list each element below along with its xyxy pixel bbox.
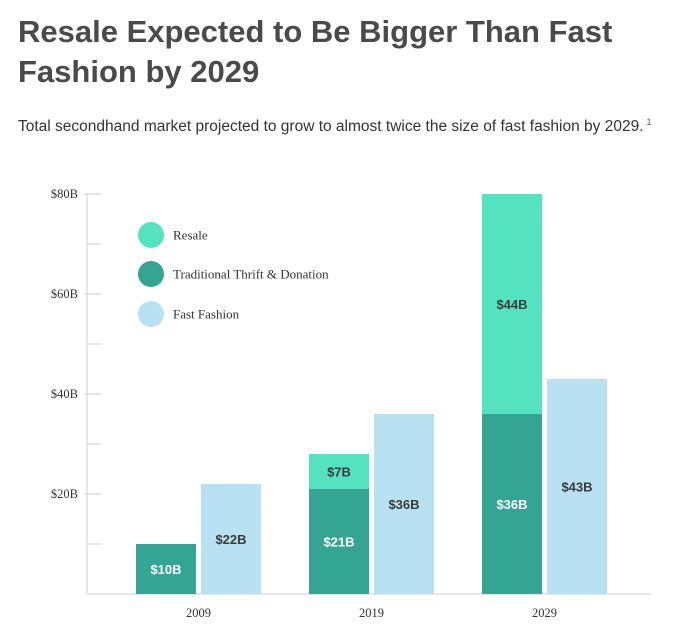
bar-thrift-2009 (136, 544, 196, 594)
bar-fast-fashion-2019 (374, 414, 434, 594)
legend-swatch (138, 301, 164, 327)
chart-subtitle: Total secondhand market projected to gro… (18, 117, 683, 136)
y-tick-label: $80B (51, 187, 78, 201)
y-tick-label: $60B (51, 287, 78, 301)
x-tick-label: 2019 (359, 606, 384, 620)
legend-label: Fast Fashion (173, 307, 240, 322)
y-tick-label: $40B (51, 387, 78, 401)
bar-label-thrift-2029: $36B (496, 497, 527, 512)
bar-label-thrift-2009: $10B (150, 562, 181, 577)
bar-label-resale-2029: $44B (496, 297, 527, 312)
bar-resale-2029 (482, 194, 542, 414)
subtitle-text: Total secondhand market projected to gro… (18, 118, 644, 136)
bar-label-thrift-2019: $21B (323, 535, 354, 550)
bar-fast-fashion-2029 (547, 379, 607, 594)
bar-thrift-2019 (309, 489, 369, 594)
bar-label-resale-2019: $7B (327, 465, 351, 480)
bar-fast-fashion-2009 (201, 484, 261, 594)
bar-thrift-2029 (482, 414, 542, 594)
legend-swatch (138, 222, 164, 248)
bar-label-fast-fashion-2009: $22B (215, 532, 246, 547)
bar-label-fast-fashion-2019: $36B (388, 497, 419, 512)
y-tick-label: $20B (51, 487, 78, 501)
footnote-marker[interactable]: 1 (646, 117, 652, 127)
x-tick-label: 2009 (186, 606, 211, 620)
x-tick-label: 2029 (532, 606, 557, 620)
chart-title: Resale Expected to Be Bigger Than Fast F… (18, 14, 613, 89)
bar-label-fast-fashion-2029: $43B (561, 480, 592, 495)
legend-label: Resale (173, 228, 208, 243)
legend-label: Traditional Thrift & Donation (173, 267, 329, 282)
bar-resale-2019 (309, 454, 369, 489)
legend-swatch (138, 261, 164, 287)
